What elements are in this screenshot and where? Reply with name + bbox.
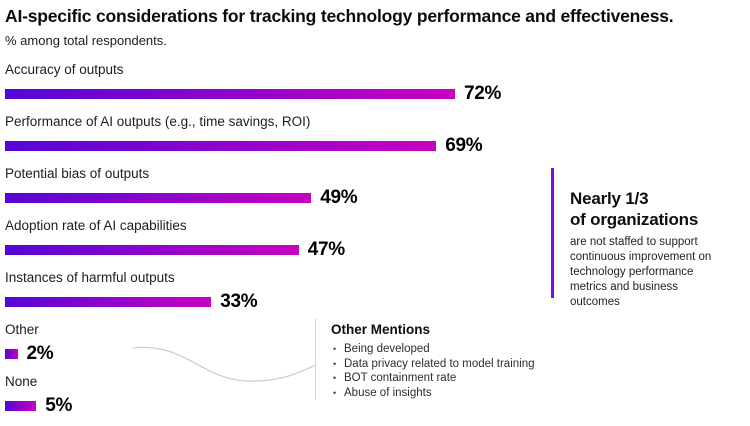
bar-value-label: 5% <box>45 395 73 416</box>
page-title: AI-specific considerations for tracking … <box>5 6 674 26</box>
bar-category-label: Performance of AI outputs (e.g., time sa… <box>5 114 311 129</box>
bar-row: Instances of harmful outputs 33% <box>5 270 545 312</box>
bar-category-label: Adoption rate of AI capabilities <box>5 218 187 233</box>
other-mention-item: Being developed <box>331 342 555 357</box>
bar <box>5 349 18 359</box>
bar-track: 72% <box>5 83 545 104</box>
bar-track: 2% <box>5 343 545 364</box>
bar <box>5 401 37 411</box>
bar-chart: Accuracy of outputs 72% Performance of AI … <box>5 62 545 426</box>
stat-callout-body: are not staffed to support continuous im… <box>570 236 712 308</box>
other-mentions-connector-line <box>132 346 317 382</box>
bar <box>5 193 312 203</box>
stat-callout-heading-line1: Nearly 1/3 <box>570 189 649 208</box>
stat-callout-heading: Nearly 1/3 of organizations <box>570 188 741 230</box>
bar-row: Potential bias of outputs 49% <box>5 166 545 208</box>
bar-category-label: Instances of harmful outputs <box>5 270 175 285</box>
bar-row: Performance of AI outputs (e.g., time sa… <box>5 114 545 156</box>
bar-category-label: Other <box>5 322 39 337</box>
bar-row: Adoption rate of AI capabilities 47% <box>5 218 545 260</box>
bar-track: 49% <box>5 187 545 208</box>
bar-track: 5% <box>5 395 545 416</box>
bar <box>5 245 299 255</box>
bar-row: Other 2% <box>5 322 545 364</box>
page-subtitle: % among total respondents. <box>5 33 167 48</box>
bar-category-label: None <box>5 374 38 389</box>
bar-row: Accuracy of outputs 72% <box>5 62 545 104</box>
bar <box>5 89 455 99</box>
stat-callout: Nearly 1/3 of organizations are not staf… <box>551 168 741 308</box>
bar-track: 47% <box>5 239 545 260</box>
stat-callout-heading-line2: of organizations <box>570 210 699 229</box>
bar-category-label: Potential bias of outputs <box>5 166 150 181</box>
bar <box>5 297 212 307</box>
other-mention-item: Abuse of insights <box>331 386 555 401</box>
bar-category-label: Accuracy of outputs <box>5 62 124 77</box>
other-mentions-list: Being developedData privacy related to m… <box>331 342 555 400</box>
bar-row: None 5% <box>5 374 545 416</box>
other-mentions-panel: Other Mentions Being developedData priva… <box>315 318 555 400</box>
other-mention-item: BOT containment rate <box>331 371 555 386</box>
bar-value-label: 2% <box>26 343 54 364</box>
bar-track: 69% <box>5 135 545 156</box>
bar-track: 33% <box>5 291 545 312</box>
other-mention-item: Data privacy related to model training <box>331 357 555 372</box>
bar-value-label: 47% <box>307 239 345 260</box>
bar <box>5 141 437 151</box>
bar-value-label: 49% <box>320 187 358 208</box>
bar-value-label: 69% <box>445 135 483 156</box>
other-mentions-heading: Other Mentions <box>331 322 431 337</box>
bar-value-label: 33% <box>220 291 258 312</box>
bar-value-label: 72% <box>464 83 502 104</box>
